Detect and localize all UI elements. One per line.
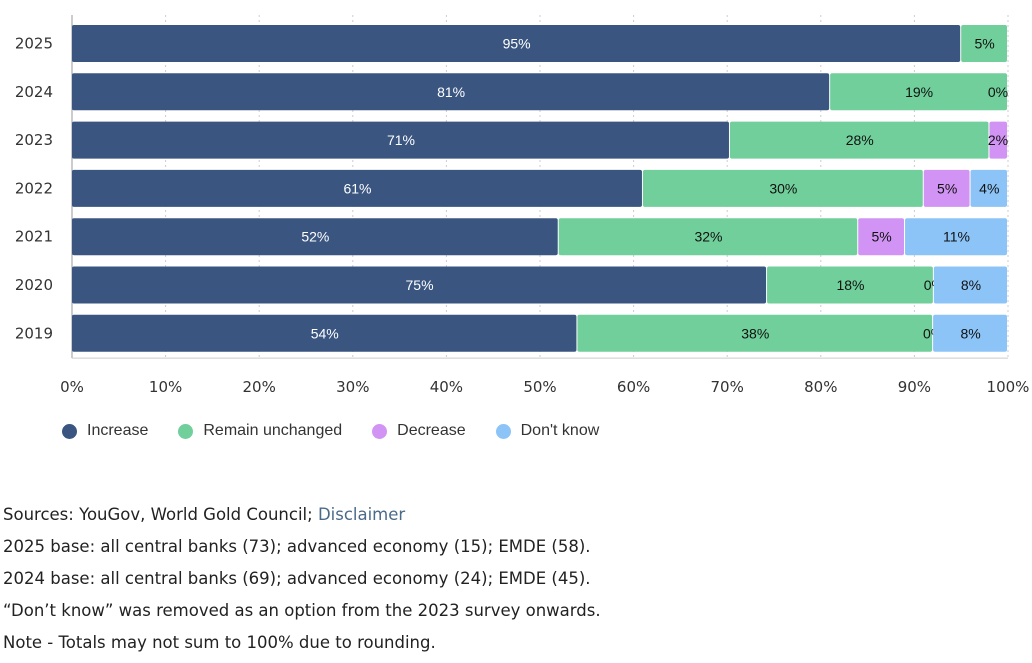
bar-segment	[729, 121, 989, 159]
bar-segment	[72, 314, 577, 352]
legend-marker-icon	[372, 423, 388, 439]
bar-segment	[642, 169, 923, 207]
legend-item[interactable]: Don't know	[495, 422, 600, 440]
bar-segment	[558, 218, 858, 256]
category-label: 2023	[15, 131, 53, 149]
x-tick-label: 70%	[711, 378, 744, 396]
legend-label: Increase	[87, 422, 149, 439]
data-label: 8%	[960, 325, 980, 341]
x-tick-label: 60%	[617, 378, 650, 396]
category-label: 2021	[15, 228, 53, 246]
bar-segment	[970, 169, 1007, 207]
bar-segment	[577, 314, 933, 352]
legend-label: Remain unchanged	[203, 422, 343, 439]
category-label: 2019	[15, 324, 53, 342]
legend-item[interactable]: Increase	[62, 422, 148, 440]
legend-marker-icon	[178, 423, 194, 439]
legend-label: Don't know	[520, 422, 600, 439]
legend-marker-icon	[495, 423, 511, 439]
bar-segment	[72, 266, 767, 304]
x-tick-label: 30%	[336, 378, 369, 396]
bar-segment	[767, 266, 933, 304]
data-label: 4%	[979, 180, 999, 196]
data-label: 81%	[437, 84, 465, 100]
bar-segment	[72, 121, 729, 159]
chart-notes: Sources: YouGov, World Gold Council; Dis…	[3, 503, 601, 663]
x-tick-label: 20%	[243, 378, 276, 396]
data-label: 32%	[694, 229, 722, 245]
data-label: 11%	[943, 229, 970, 245]
bar-segment	[961, 25, 1007, 62]
bar-segment	[933, 266, 1007, 304]
category-label: 2025	[15, 35, 53, 53]
data-label: 95%	[503, 36, 531, 52]
note-line: 2025 base: all central banks (73); advan…	[3, 537, 591, 556]
legend-label: Decrease	[397, 422, 466, 439]
category-label: 2024	[15, 83, 53, 101]
note-line: “Don’t know” was removed as an option fr…	[3, 601, 601, 620]
data-label: 38%	[741, 325, 769, 341]
bar-segment	[933, 314, 1007, 352]
bar-segment	[830, 73, 1007, 111]
x-tick-label: 0%	[60, 378, 84, 396]
x-tick-label: 100%	[987, 378, 1030, 396]
data-label: 54%	[311, 325, 339, 341]
data-label: 71%	[387, 132, 415, 148]
x-tick-label: 90%	[898, 378, 931, 396]
bar-segment	[905, 218, 1007, 256]
data-label: 18%	[836, 277, 864, 293]
data-label: 5%	[937, 180, 957, 196]
sources-line: Sources: YouGov, World Gold Council; Dis…	[3, 505, 406, 524]
x-tick-label: 80%	[804, 378, 837, 396]
data-label: 2%	[988, 132, 1008, 148]
x-tick-label: 40%	[430, 378, 463, 396]
legend-marker-icon	[62, 423, 77, 439]
data-label: 52%	[301, 229, 329, 245]
legend-item[interactable]: Decrease	[372, 422, 466, 440]
data-label: 0%	[988, 84, 1008, 100]
category-label: 2020	[15, 276, 53, 294]
note-line: 2024 base: all central banks (69); advan…	[3, 569, 591, 588]
bar-segment	[72, 73, 830, 111]
x-tick-label: 10%	[149, 378, 182, 396]
bar-segment	[858, 218, 905, 256]
bar-segment	[72, 169, 642, 207]
legend: Increase Remain unchanged Decrease Don't kn…	[62, 422, 629, 440]
disclaimer-link[interactable]: Disclaimer	[317, 505, 406, 524]
data-label: 75%	[406, 277, 434, 293]
data-label: 5%	[872, 229, 892, 245]
data-label: 28%	[846, 132, 874, 148]
stacked-bar-chart: 0% 10% 20% 30% 40% 50% 60% 70% 80% 90% 100% 2025 95%…	[15, 15, 1030, 396]
category-label: 2022	[15, 179, 53, 197]
bar-segment	[923, 169, 970, 207]
data-label: 8%	[961, 277, 981, 293]
bar-segment	[989, 121, 1007, 159]
bar-segment	[72, 25, 961, 62]
x-tick-label: 50%	[523, 378, 556, 396]
note-line: Note - Totals may not sum to 100% due to…	[3, 633, 436, 652]
data-label: 30%	[769, 180, 797, 196]
bar-segment	[72, 218, 558, 256]
data-label: 61%	[343, 180, 371, 196]
data-label: 19%	[905, 84, 933, 100]
data-label: 5%	[974, 36, 994, 52]
legend-item[interactable]: Remain unchanged	[178, 422, 342, 440]
